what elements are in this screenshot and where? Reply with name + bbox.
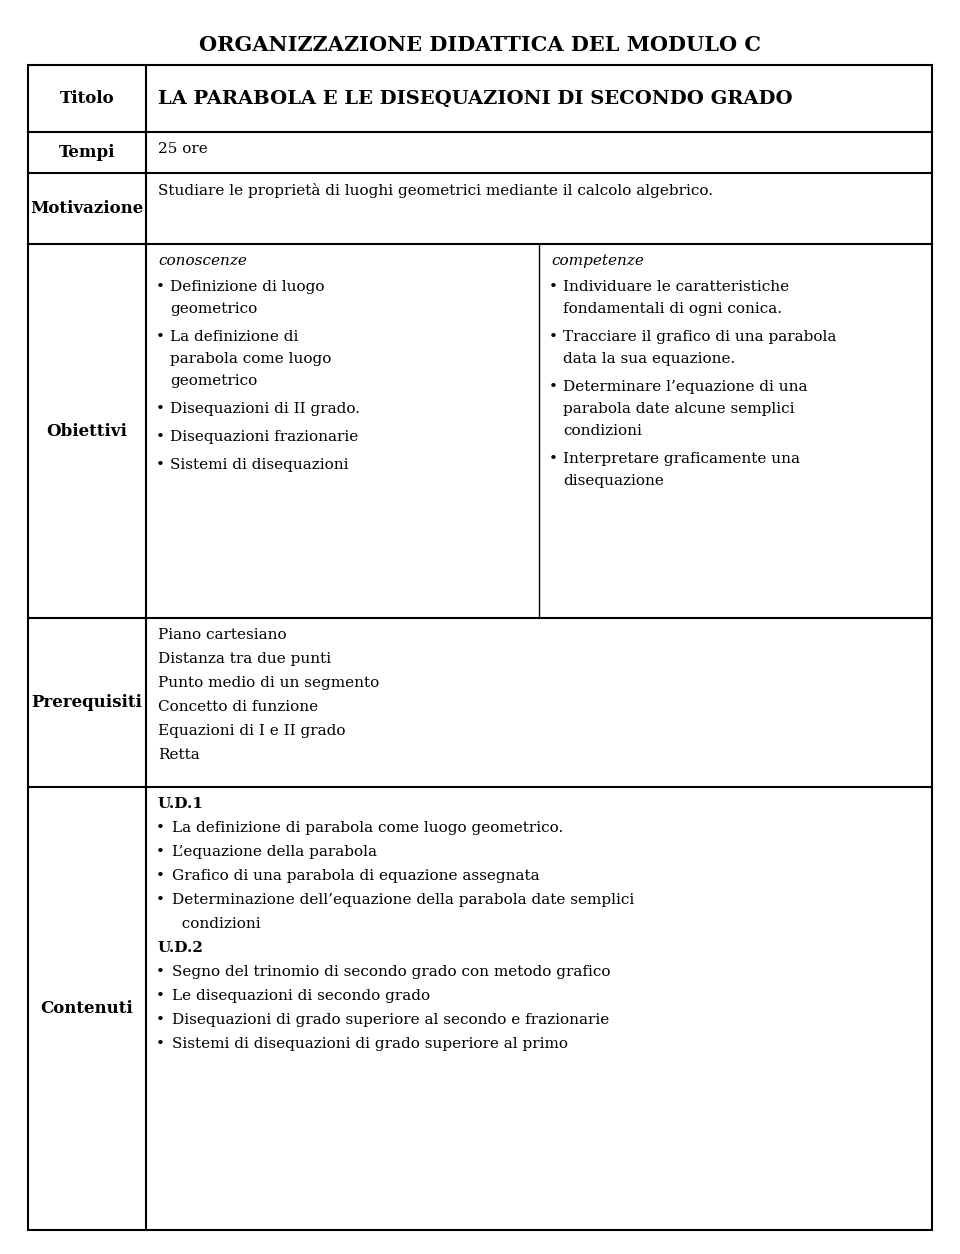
- Text: Obiettivi: Obiettivi: [47, 423, 128, 440]
- Text: La definizione di: La definizione di: [170, 330, 299, 344]
- Text: Individuare le caratteristiche: Individuare le caratteristiche: [563, 280, 789, 295]
- Text: Tempi: Tempi: [59, 144, 115, 161]
- Text: •: •: [156, 458, 165, 472]
- Text: Concetto di funzione: Concetto di funzione: [158, 700, 318, 714]
- Text: Disequazioni frazionarie: Disequazioni frazionarie: [170, 430, 358, 444]
- Text: •: •: [156, 430, 165, 444]
- Text: Segno del trinomio di secondo grado con metodo grafico: Segno del trinomio di secondo grado con …: [172, 966, 611, 979]
- Text: •: •: [156, 869, 165, 883]
- Text: data la sua equazione.: data la sua equazione.: [563, 352, 735, 366]
- Text: Punto medio di un segmento: Punto medio di un segmento: [158, 676, 379, 690]
- Text: •: •: [156, 966, 165, 979]
- Text: •: •: [549, 453, 558, 466]
- Text: Piano cartesiano: Piano cartesiano: [158, 628, 287, 642]
- Text: •: •: [156, 845, 165, 859]
- Text: •: •: [156, 280, 165, 295]
- Text: ORGANIZZAZIONE DIDATTICA DEL MODULO C: ORGANIZZAZIONE DIDATTICA DEL MODULO C: [199, 35, 761, 55]
- Text: •: •: [156, 989, 165, 1003]
- Text: Definizione di luogo: Definizione di luogo: [170, 280, 324, 295]
- Text: Sistemi di disequazioni di grado superiore al primo: Sistemi di disequazioni di grado superio…: [172, 1037, 568, 1051]
- Text: Determinare l’equazione di una: Determinare l’equazione di una: [563, 380, 807, 394]
- Text: •: •: [156, 821, 165, 835]
- Text: La definizione di parabola come luogo geometrico.: La definizione di parabola come luogo ge…: [172, 821, 564, 835]
- Text: Distanza tra due punti: Distanza tra due punti: [158, 652, 331, 666]
- Text: Sistemi di disequazioni: Sistemi di disequazioni: [170, 458, 348, 472]
- Text: Disequazioni di II grado.: Disequazioni di II grado.: [170, 403, 360, 416]
- Text: Disequazioni di grado superiore al secondo e frazionarie: Disequazioni di grado superiore al secon…: [172, 1013, 610, 1027]
- Text: geometrico: geometrico: [170, 302, 257, 316]
- Text: Tracciare il grafico di una parabola: Tracciare il grafico di una parabola: [563, 330, 836, 344]
- Text: Determinazione dell’equazione della parabola date semplici: Determinazione dell’equazione della para…: [172, 893, 635, 907]
- Text: Titolo: Titolo: [60, 90, 114, 107]
- Text: disequazione: disequazione: [563, 474, 664, 488]
- Text: Studiare le proprietà di luoghi geometrici mediante il calcolo algebrico.: Studiare le proprietà di luoghi geometri…: [158, 183, 713, 198]
- Text: Contenuti: Contenuti: [40, 1001, 133, 1017]
- Text: conoscenze: conoscenze: [158, 255, 247, 268]
- Text: U.D.2: U.D.2: [158, 942, 204, 956]
- Text: •: •: [156, 403, 165, 416]
- Text: condizioni: condizioni: [172, 917, 260, 932]
- Text: Motivazione: Motivazione: [31, 201, 144, 217]
- Text: parabola date alcune semplici: parabola date alcune semplici: [563, 403, 795, 416]
- Text: Le disequazioni di secondo grado: Le disequazioni di secondo grado: [172, 989, 430, 1003]
- Text: competenze: competenze: [551, 255, 644, 268]
- Text: fondamentali di ogni conica.: fondamentali di ogni conica.: [563, 302, 782, 316]
- Text: Equazioni di I e II grado: Equazioni di I e II grado: [158, 724, 346, 739]
- Text: condizioni: condizioni: [563, 424, 642, 438]
- Text: U.D.1: U.D.1: [158, 798, 204, 811]
- Text: •: •: [549, 380, 558, 394]
- Text: LA PARABOLA E LE DISEQUAZIONI DI SECONDO GRADO: LA PARABOLA E LE DISEQUAZIONI DI SECONDO…: [158, 89, 793, 108]
- Text: •: •: [156, 1037, 165, 1051]
- Text: Retta: Retta: [158, 747, 200, 762]
- Text: L’equazione della parabola: L’equazione della parabola: [172, 845, 377, 859]
- Text: Grafico di una parabola di equazione assegnata: Grafico di una parabola di equazione ass…: [172, 869, 540, 883]
- Text: •: •: [549, 330, 558, 344]
- Text: Prerequisiti: Prerequisiti: [32, 695, 142, 711]
- Text: 25 ore: 25 ore: [158, 142, 207, 155]
- Text: •: •: [156, 330, 165, 344]
- Text: •: •: [156, 893, 165, 907]
- Text: •: •: [156, 1013, 165, 1027]
- Text: Interpretare graficamente una: Interpretare graficamente una: [563, 453, 800, 466]
- Text: •: •: [549, 280, 558, 295]
- Text: parabola come luogo: parabola come luogo: [170, 352, 331, 366]
- Text: geometrico: geometrico: [170, 374, 257, 387]
